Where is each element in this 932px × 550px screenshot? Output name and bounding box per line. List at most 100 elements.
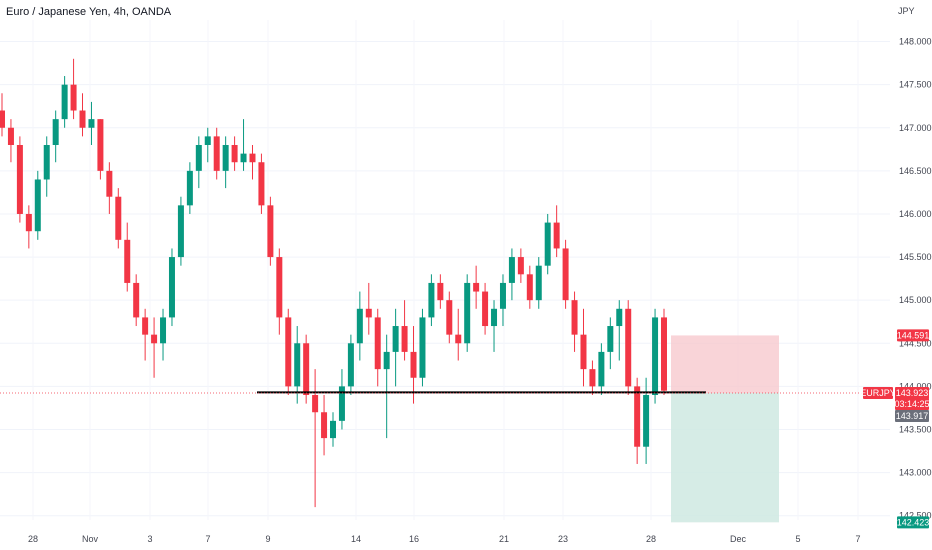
candle-body[interactable] — [356, 308, 363, 344]
y-tick-label: 146.500 — [899, 166, 932, 176]
x-tick-label: 7 — [855, 534, 860, 544]
candle-body[interactable] — [79, 110, 86, 128]
candle-body[interactable] — [625, 308, 632, 387]
candle-body[interactable] — [303, 343, 310, 395]
candle-body[interactable] — [598, 351, 605, 387]
candle-body[interactable] — [410, 351, 417, 378]
candle-body[interactable] — [267, 205, 274, 258]
y-tick-label: 144.000 — [899, 381, 932, 391]
candle-body[interactable] — [392, 326, 399, 352]
candle-body[interactable] — [526, 274, 533, 301]
candle-body[interactable] — [133, 282, 140, 318]
candle-body[interactable] — [374, 317, 381, 370]
candle-body[interactable] — [544, 222, 551, 266]
candle-body[interactable] — [43, 145, 50, 180]
candle-body[interactable] — [294, 343, 301, 387]
candles — [0, 58, 667, 508]
candle-body[interactable] — [553, 222, 560, 249]
stop-price-tag-bg — [897, 329, 929, 342]
candle-body[interactable] — [321, 412, 328, 439]
candle-body[interactable] — [195, 145, 202, 171]
candle-body[interactable] — [643, 395, 650, 447]
candle-body[interactable] — [589, 369, 596, 387]
candle-body[interactable] — [177, 205, 184, 258]
candle-body[interactable] — [204, 136, 211, 145]
candle-body[interactable] — [473, 282, 480, 292]
candle-body[interactable] — [97, 119, 104, 171]
y-tick-label: 146.000 — [899, 209, 932, 219]
candle-body[interactable] — [25, 213, 32, 232]
candle-body[interactable] — [0, 110, 5, 128]
candle-body[interactable] — [88, 119, 95, 128]
candle-body[interactable] — [661, 317, 667, 391]
x-tick-label: 21 — [499, 534, 509, 544]
candle-body[interactable] — [151, 334, 158, 344]
candle-body[interactable] — [168, 257, 175, 318]
candle-body[interactable] — [455, 334, 462, 344]
candle-body[interactable] — [276, 257, 283, 318]
candle-body[interactable] — [240, 153, 247, 163]
chart-title: Euro / Japanese Yen, 4h, OANDA — [6, 6, 172, 18]
candle-body[interactable] — [634, 386, 641, 447]
stop-price-tag: 144.591 — [897, 330, 930, 340]
x-tick-label: 28 — [646, 534, 656, 544]
candle-body[interactable] — [338, 386, 345, 421]
candle-body[interactable] — [499, 282, 506, 309]
last-price-tag-bg — [895, 387, 929, 400]
candle-body[interactable] — [571, 300, 578, 335]
y-tick-label: 143.500 — [899, 424, 932, 434]
candle-body[interactable] — [419, 317, 426, 378]
symbol-tag-bg — [863, 387, 893, 400]
candle-body[interactable] — [482, 291, 489, 327]
candle-body[interactable] — [652, 317, 659, 395]
candle-body[interactable] — [437, 282, 444, 301]
candle-body[interactable] — [70, 84, 77, 111]
y-tick-label: 142.500 — [899, 511, 932, 521]
candle-body[interactable] — [115, 196, 122, 240]
candle-body[interactable] — [61, 84, 68, 120]
candle-body[interactable] — [249, 153, 256, 163]
candle-body[interactable] — [52, 119, 59, 145]
candle-body[interactable] — [285, 317, 292, 387]
y-tick-label: 148.000 — [899, 37, 932, 47]
stop-loss-zone[interactable] — [671, 335, 779, 394]
candle-body[interactable] — [401, 326, 408, 352]
candle-body[interactable] — [446, 300, 453, 335]
candle-body[interactable] — [365, 308, 372, 318]
candle-body[interactable] — [535, 265, 542, 301]
candle-body[interactable] — [330, 420, 336, 439]
candle-body[interactable] — [16, 145, 23, 214]
candle-body[interactable] — [160, 317, 167, 344]
candle-body[interactable] — [616, 308, 623, 327]
candle-body[interactable] — [124, 239, 131, 283]
candle-body[interactable] — [34, 179, 41, 232]
candle-body[interactable] — [347, 343, 354, 387]
candle-body[interactable] — [562, 248, 569, 301]
y-tick-label: 145.500 — [899, 252, 932, 262]
candle-body[interactable] — [231, 145, 238, 163]
candle-body[interactable] — [186, 170, 193, 206]
candle-body[interactable] — [607, 326, 614, 352]
y-tick-label: 145.000 — [899, 295, 932, 305]
candle-body[interactable] — [428, 282, 435, 318]
candle-body[interactable] — [222, 145, 229, 171]
x-tick-label: Nov — [82, 534, 99, 544]
x-tick-label: 5 — [795, 534, 800, 544]
candle-body[interactable] — [464, 282, 471, 344]
candle-body[interactable] — [258, 162, 265, 206]
candle-body[interactable] — [491, 308, 498, 327]
candle-body[interactable] — [312, 395, 319, 413]
candle-body[interactable] — [106, 170, 113, 197]
candle-body[interactable] — [142, 317, 149, 335]
candle-body[interactable] — [517, 257, 524, 275]
candle-body[interactable] — [7, 127, 14, 145]
candle-body[interactable] — [508, 257, 515, 283]
candle-body[interactable] — [213, 136, 220, 171]
x-tick-label: 16 — [409, 534, 419, 544]
take-profit-zone[interactable] — [671, 393, 779, 523]
candle-body[interactable] — [383, 351, 390, 370]
candle-body[interactable] — [580, 334, 587, 370]
symbol-tag: EURJPY — [860, 388, 896, 398]
ref-price-tag: 143.917 — [896, 411, 929, 421]
